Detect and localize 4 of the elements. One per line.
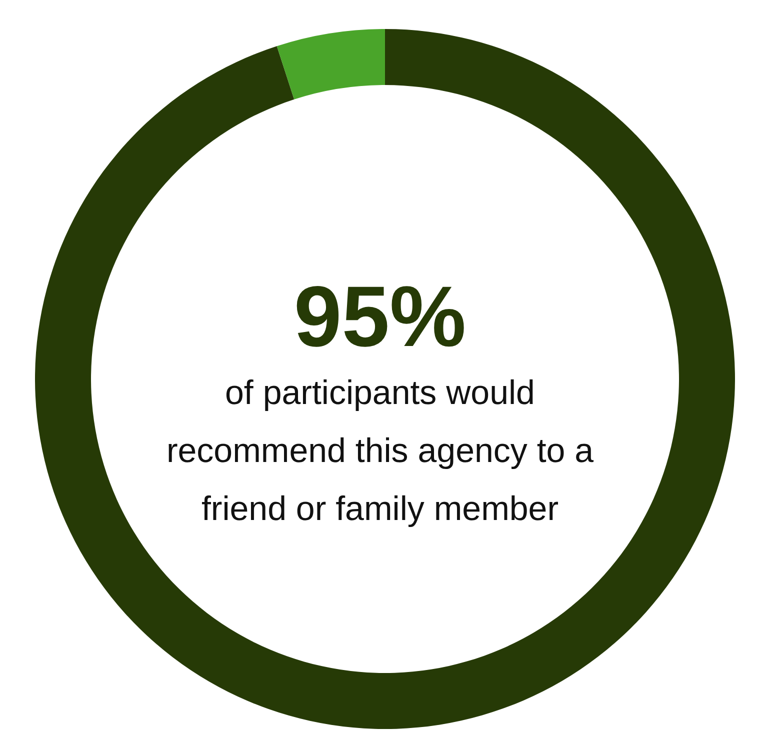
data-label: 95% <box>294 269 466 365</box>
donut-slice <box>276 29 385 100</box>
donut-slice <box>35 29 735 729</box>
text: of participants would recommend this agency to a friend or family member <box>166 374 594 528</box>
